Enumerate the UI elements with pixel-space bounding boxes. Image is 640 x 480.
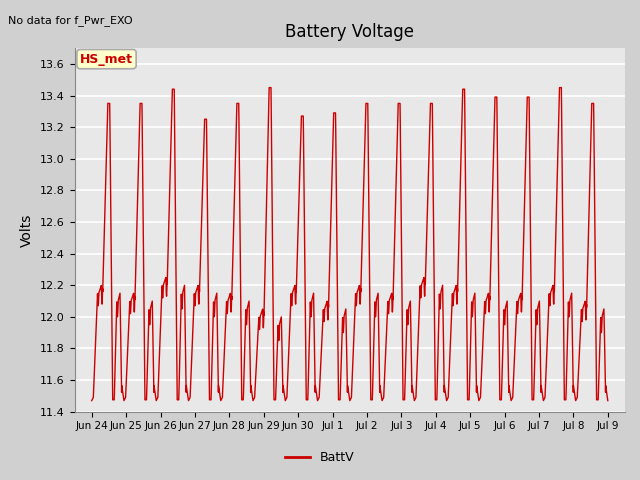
Legend: BattV: BattV <box>280 446 360 469</box>
Y-axis label: Volts: Volts <box>20 213 35 247</box>
Text: No data for f_Pwr_EXO: No data for f_Pwr_EXO <box>8 15 133 26</box>
Text: HS_met: HS_met <box>80 53 133 66</box>
Title: Battery Voltage: Battery Voltage <box>285 23 414 41</box>
